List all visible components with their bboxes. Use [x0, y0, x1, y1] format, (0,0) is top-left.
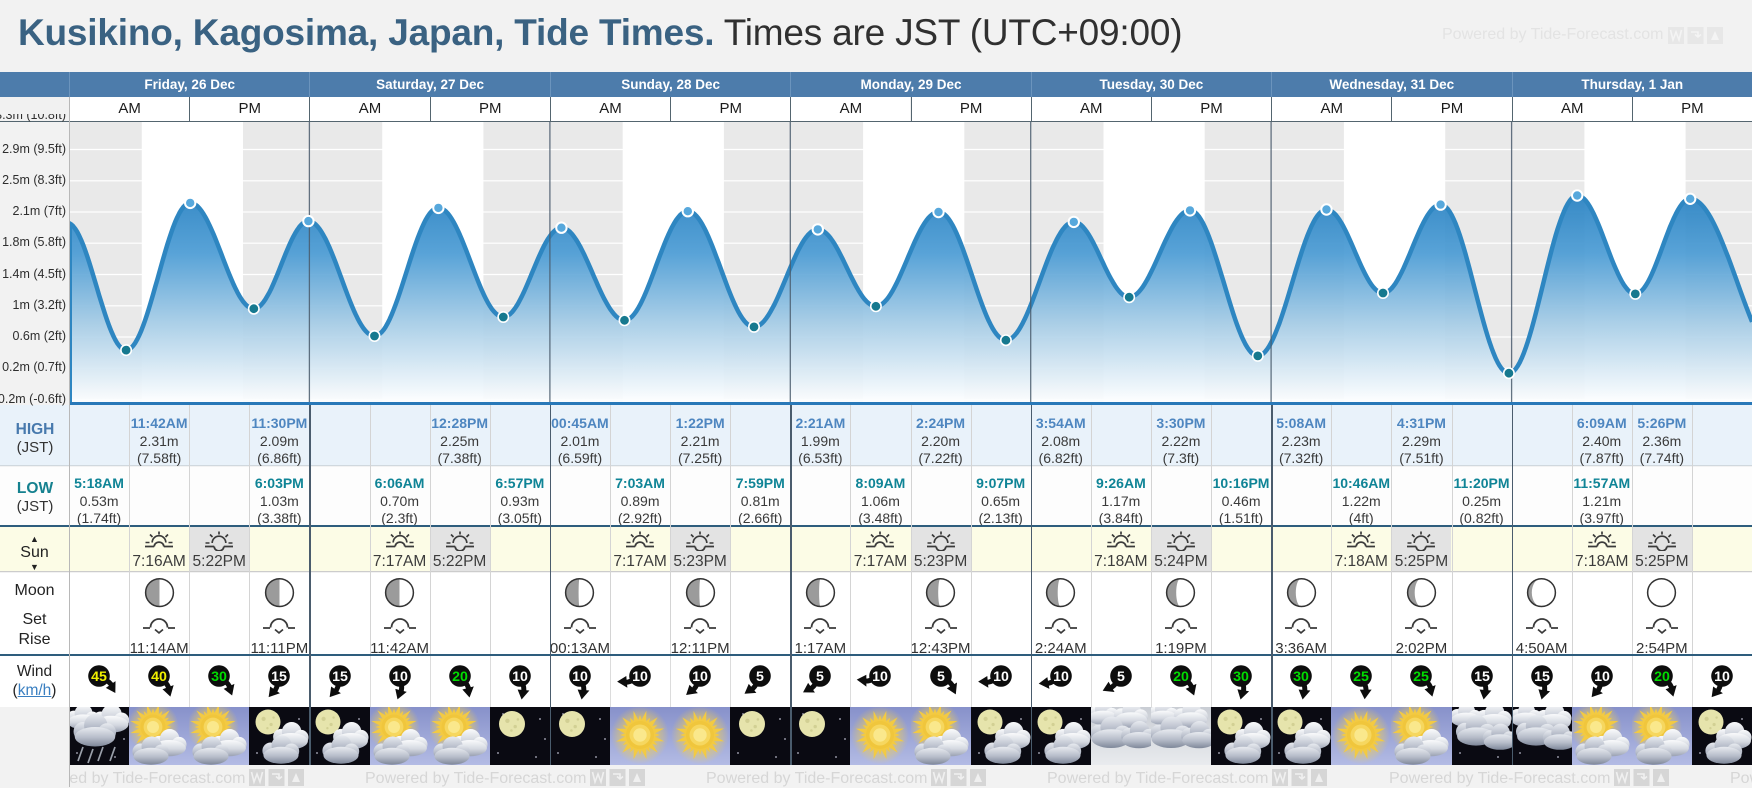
svg-text:15: 15	[1474, 669, 1490, 685]
svg-text:15: 15	[272, 669, 288, 685]
svg-text:15: 15	[332, 669, 348, 685]
svg-text:10: 10	[692, 669, 708, 685]
svg-text:5: 5	[756, 669, 764, 685]
svg-text:5: 5	[1117, 669, 1125, 685]
svg-text:20: 20	[1654, 669, 1670, 685]
svg-text:20: 20	[452, 669, 468, 685]
svg-text:5: 5	[937, 669, 945, 685]
svg-text:10: 10	[1714, 669, 1730, 685]
svg-text:30: 30	[211, 669, 227, 685]
svg-text:30: 30	[1233, 669, 1249, 685]
svg-text:25: 25	[1353, 669, 1369, 685]
svg-text:15: 15	[1534, 669, 1550, 685]
svg-text:25: 25	[1414, 669, 1430, 685]
svg-text:10: 10	[873, 669, 889, 685]
svg-text:5: 5	[816, 669, 824, 685]
svg-text:20: 20	[1173, 669, 1189, 685]
svg-text:10: 10	[1594, 669, 1610, 685]
svg-text:10: 10	[1053, 669, 1069, 685]
svg-text:10: 10	[993, 669, 1009, 685]
svg-text:10: 10	[632, 669, 648, 685]
svg-text:30: 30	[1293, 669, 1309, 685]
svg-text:40: 40	[151, 669, 167, 685]
svg-text:10: 10	[512, 669, 528, 685]
svg-text:45: 45	[91, 669, 107, 685]
svg-text:10: 10	[392, 669, 408, 685]
svg-text:10: 10	[572, 669, 588, 685]
